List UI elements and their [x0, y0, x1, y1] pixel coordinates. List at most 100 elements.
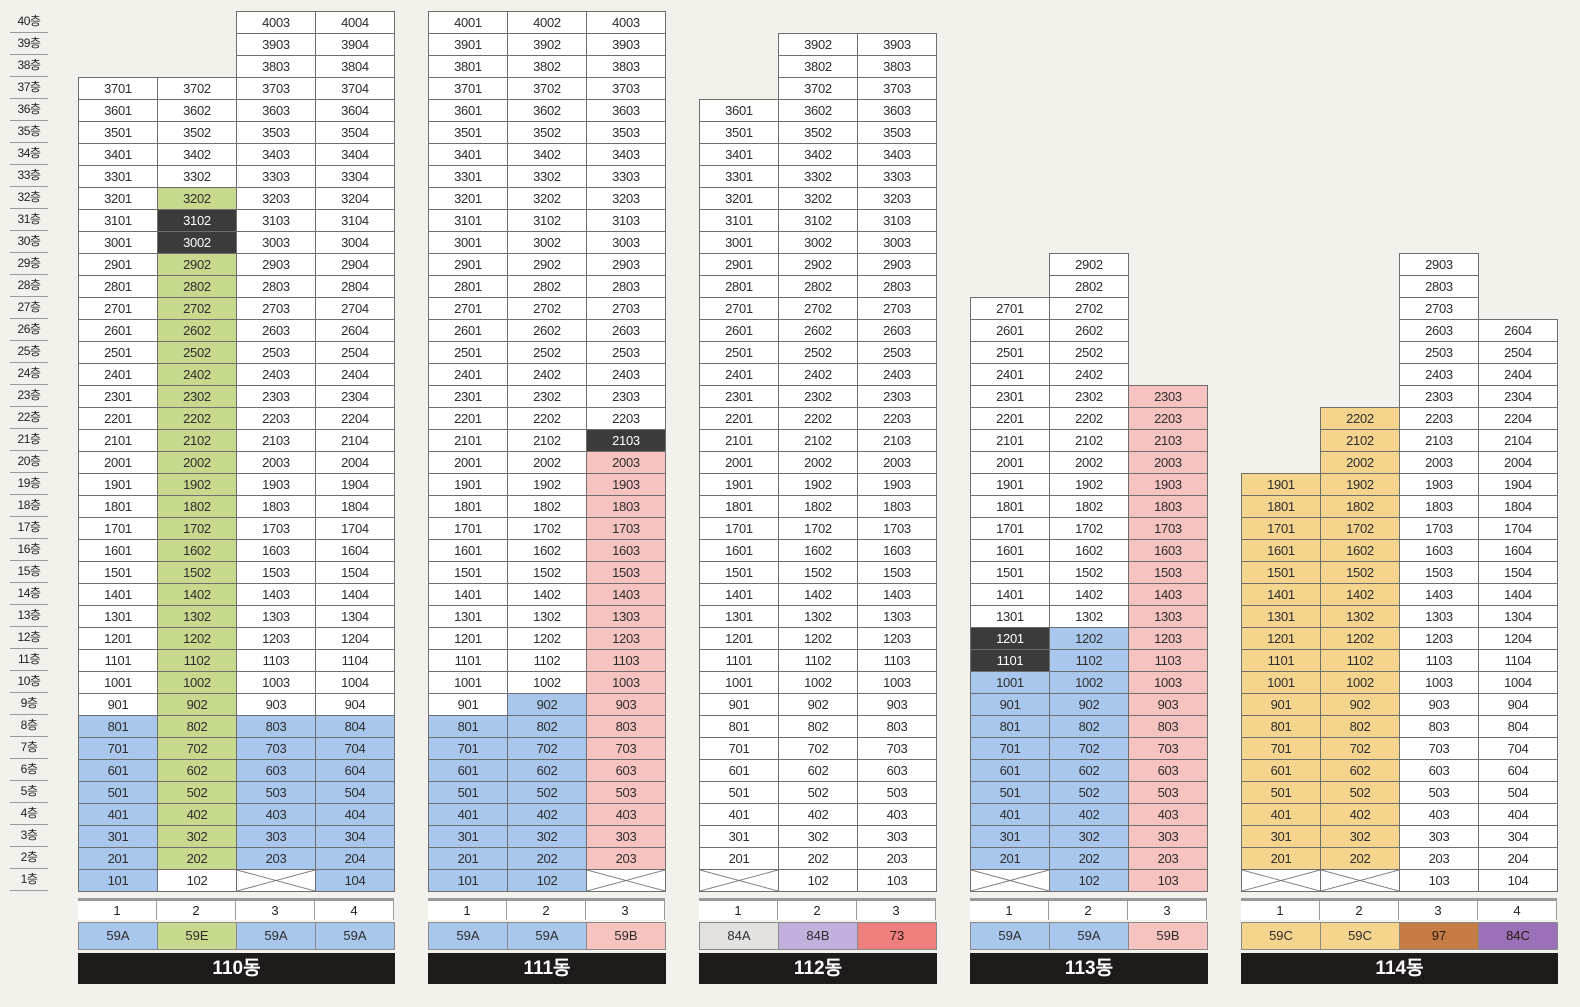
- unit-cell[interactable]: 701: [1241, 737, 1321, 760]
- unit-cell[interactable]: 1503: [236, 561, 316, 584]
- unit-cell[interactable]: 1104: [1478, 649, 1558, 672]
- unit-cell[interactable]: 601: [699, 759, 779, 782]
- unit-cell[interactable]: 1702: [1320, 517, 1400, 540]
- unit-cell[interactable]: 1403: [857, 583, 937, 606]
- empty-unit-cell[interactable]: [699, 869, 779, 892]
- unit-cell[interactable]: 1401: [1241, 583, 1321, 606]
- unit-cell[interactable]: 3903: [236, 33, 316, 56]
- unit-cell[interactable]: 3503: [236, 121, 316, 144]
- unit-cell[interactable]: 1504: [1478, 561, 1558, 584]
- unit-cell[interactable]: 2202: [1049, 407, 1129, 430]
- unit-cell[interactable]: 2603: [586, 319, 666, 342]
- unit-cell[interactable]: 1802: [1049, 495, 1129, 518]
- unit-cell[interactable]: 2201: [699, 407, 779, 430]
- unit-cell[interactable]: 2602: [1049, 319, 1129, 342]
- unit-cell[interactable]: 1203: [1128, 627, 1208, 650]
- unit-cell[interactable]: 1602: [507, 539, 587, 562]
- unit-cell[interactable]: 204: [315, 847, 395, 870]
- unit-cell[interactable]: 2902: [157, 253, 237, 276]
- unit-cell[interactable]: 3603: [857, 99, 937, 122]
- unit-cell[interactable]: 1001: [1241, 671, 1321, 694]
- unit-cell[interactable]: 601: [970, 759, 1050, 782]
- unit-cell[interactable]: 3202: [507, 187, 587, 210]
- unit-cell[interactable]: 902: [507, 693, 587, 716]
- unit-cell[interactable]: 2301: [699, 385, 779, 408]
- unit-cell[interactable]: 403: [236, 803, 316, 826]
- unit-cell[interactable]: 3503: [857, 121, 937, 144]
- unit-cell[interactable]: 702: [1049, 737, 1129, 760]
- unit-cell[interactable]: 1302: [507, 605, 587, 628]
- unit-cell[interactable]: 1103: [1399, 649, 1479, 672]
- unit-cell[interactable]: 3804: [315, 55, 395, 78]
- unit-cell[interactable]: 2001: [428, 451, 508, 474]
- unit-cell[interactable]: 1701: [78, 517, 158, 540]
- unit-cell[interactable]: 501: [78, 781, 158, 804]
- unit-cell[interactable]: 1301: [970, 605, 1050, 628]
- unit-cell[interactable]: 1201: [699, 627, 779, 650]
- unit-cell[interactable]: 3404: [315, 143, 395, 166]
- unit-cell[interactable]: 1702: [778, 517, 858, 540]
- unit-cell[interactable]: 302: [1320, 825, 1400, 848]
- unit-cell[interactable]: 2304: [315, 385, 395, 408]
- unit-cell[interactable]: 1802: [157, 495, 237, 518]
- unit-cell[interactable]: 602: [778, 759, 858, 782]
- unit-cell[interactable]: 2203: [586, 407, 666, 430]
- unit-cell[interactable]: 1804: [1478, 495, 1558, 518]
- unit-cell[interactable]: 3402: [778, 143, 858, 166]
- unit-cell[interactable]: 1201: [1241, 627, 1321, 650]
- unit-cell[interactable]: 3102: [507, 209, 587, 232]
- unit-cell[interactable]: 2102: [778, 429, 858, 452]
- unit-cell[interactable]: 2502: [507, 341, 587, 364]
- unit-cell[interactable]: 603: [1399, 759, 1479, 782]
- unit-cell[interactable]: 3201: [428, 187, 508, 210]
- unit-cell[interactable]: 502: [1320, 781, 1400, 804]
- unit-cell[interactable]: 2202: [157, 407, 237, 430]
- unit-cell[interactable]: 1803: [1399, 495, 1479, 518]
- unit-cell[interactable]: 3103: [857, 209, 937, 232]
- unit-cell[interactable]: 1602: [157, 539, 237, 562]
- unit-cell[interactable]: 3502: [507, 121, 587, 144]
- empty-unit-cell[interactable]: [236, 869, 316, 892]
- unit-cell[interactable]: 403: [1399, 803, 1479, 826]
- unit-cell[interactable]: 1404: [315, 583, 395, 606]
- unit-cell[interactable]: 1802: [778, 495, 858, 518]
- unit-cell[interactable]: 104: [1478, 869, 1558, 892]
- unit-cell[interactable]: 1301: [78, 605, 158, 628]
- unit-cell[interactable]: 702: [507, 737, 587, 760]
- unit-cell[interactable]: 402: [507, 803, 587, 826]
- unit-cell[interactable]: 701: [970, 737, 1050, 760]
- unit-cell[interactable]: 3002: [507, 231, 587, 254]
- unit-cell[interactable]: 303: [236, 825, 316, 848]
- unit-cell[interactable]: 1001: [699, 671, 779, 694]
- unit-cell[interactable]: 2502: [778, 341, 858, 364]
- unit-cell[interactable]: 1502: [778, 561, 858, 584]
- unit-cell[interactable]: 2803: [586, 275, 666, 298]
- unit-cell[interactable]: 403: [1128, 803, 1208, 826]
- unit-cell[interactable]: 802: [157, 715, 237, 738]
- unit-cell[interactable]: 2702: [157, 297, 237, 320]
- unit-cell[interactable]: 403: [586, 803, 666, 826]
- unit-cell[interactable]: 2602: [507, 319, 587, 342]
- unit-cell[interactable]: 201: [970, 847, 1050, 870]
- unit-cell[interactable]: 1203: [236, 627, 316, 650]
- unit-cell[interactable]: 3703: [236, 77, 316, 100]
- unit-cell[interactable]: 3402: [507, 143, 587, 166]
- unit-cell[interactable]: 1903: [586, 473, 666, 496]
- unit-cell[interactable]: 902: [157, 693, 237, 716]
- unit-cell[interactable]: 801: [428, 715, 508, 738]
- unit-cell[interactable]: 1101: [1241, 649, 1321, 672]
- unit-cell[interactable]: 1402: [157, 583, 237, 606]
- unit-cell[interactable]: 1102: [157, 649, 237, 672]
- unit-cell[interactable]: 3603: [236, 99, 316, 122]
- unit-cell[interactable]: 702: [1320, 737, 1400, 760]
- unit-cell[interactable]: 2101: [78, 429, 158, 452]
- unit-cell[interactable]: 1501: [970, 561, 1050, 584]
- unit-cell[interactable]: 601: [78, 759, 158, 782]
- unit-cell[interactable]: 2203: [1128, 407, 1208, 430]
- unit-cell[interactable]: 1403: [586, 583, 666, 606]
- unit-cell[interactable]: 2501: [699, 341, 779, 364]
- unit-cell[interactable]: 303: [586, 825, 666, 848]
- unit-cell[interactable]: 1803: [586, 495, 666, 518]
- unit-cell[interactable]: 1601: [428, 539, 508, 562]
- unit-cell[interactable]: 2003: [586, 451, 666, 474]
